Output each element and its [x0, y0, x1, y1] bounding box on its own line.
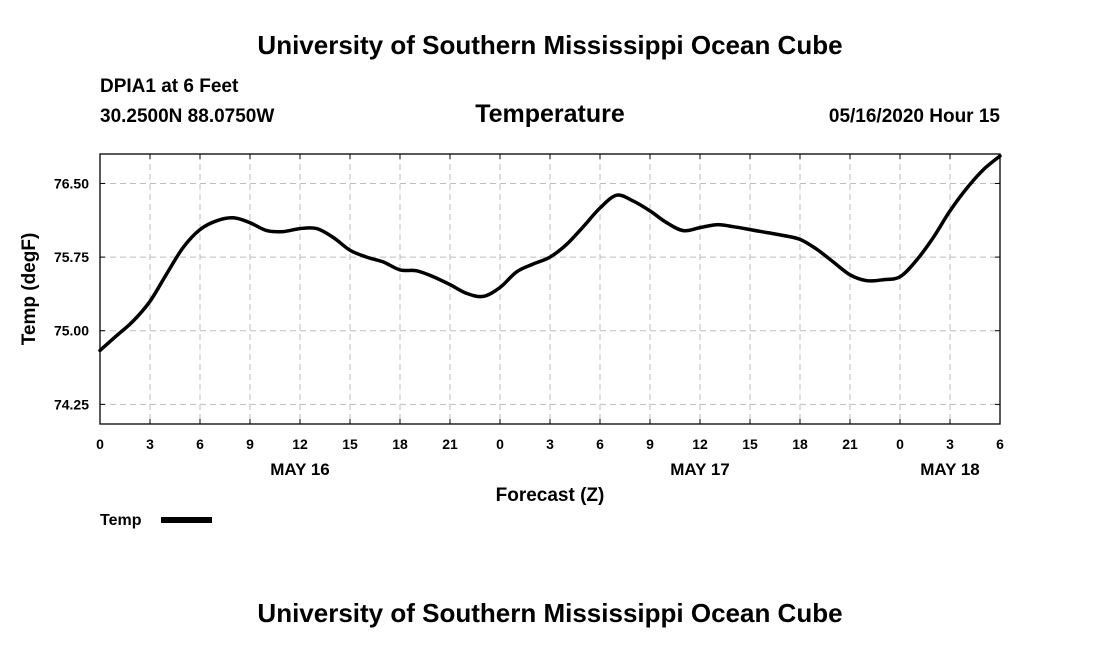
station-coordinates: 30.2500N 88.0750W: [100, 106, 275, 127]
x-tick-label: 3: [946, 436, 954, 452]
forecast-timestamp: 05/16/2020 Hour 15: [828, 106, 1000, 127]
x-tick-label: 0: [496, 436, 504, 452]
x-tick-label: 9: [246, 436, 254, 452]
station-label: DPIA1 at 6 Feet: [100, 76, 239, 97]
x-tick-label: 6: [996, 436, 1004, 452]
x-axis-title: Forecast (Z): [496, 485, 605, 506]
x-tick-label: 12: [292, 436, 308, 452]
y-tick-label: 75.00: [54, 323, 89, 339]
y-tick-label: 76.50: [54, 175, 89, 191]
x-tick-label: 3: [146, 436, 154, 452]
x-tick-label: 0: [96, 436, 104, 452]
x-tick-label: 15: [742, 436, 758, 452]
x-tick-label: 12: [692, 436, 708, 452]
footer-title: University of Southern Mississippi Ocean…: [257, 598, 843, 628]
x-tick-label: 21: [442, 436, 458, 452]
date-label: MAY 17: [670, 460, 730, 479]
y-tick-label: 74.25: [54, 396, 89, 412]
legend-label: Temp: [100, 512, 142, 529]
y-axis-title: Temp (degF): [19, 233, 40, 346]
x-tick-label: 18: [392, 436, 408, 452]
x-tick-label: 6: [196, 436, 204, 452]
x-tick-label: 3: [546, 436, 554, 452]
x-tick-label: 18: [792, 436, 808, 452]
series-line-temp: [98, 154, 1002, 353]
x-tick-label: 6: [596, 436, 604, 452]
page-title: University of Southern Mississippi Ocean…: [257, 30, 843, 60]
x-tick-label: 21: [842, 436, 858, 452]
date-label: MAY 18: [920, 460, 980, 479]
x-tick-label: 15: [342, 436, 358, 452]
chart-title: Temperature: [475, 100, 625, 128]
y-tick-label: 75.75: [54, 249, 89, 265]
x-tick-label: 9: [646, 436, 654, 452]
date-label: MAY 16: [270, 460, 330, 479]
x-tick-label: 0: [896, 436, 904, 452]
